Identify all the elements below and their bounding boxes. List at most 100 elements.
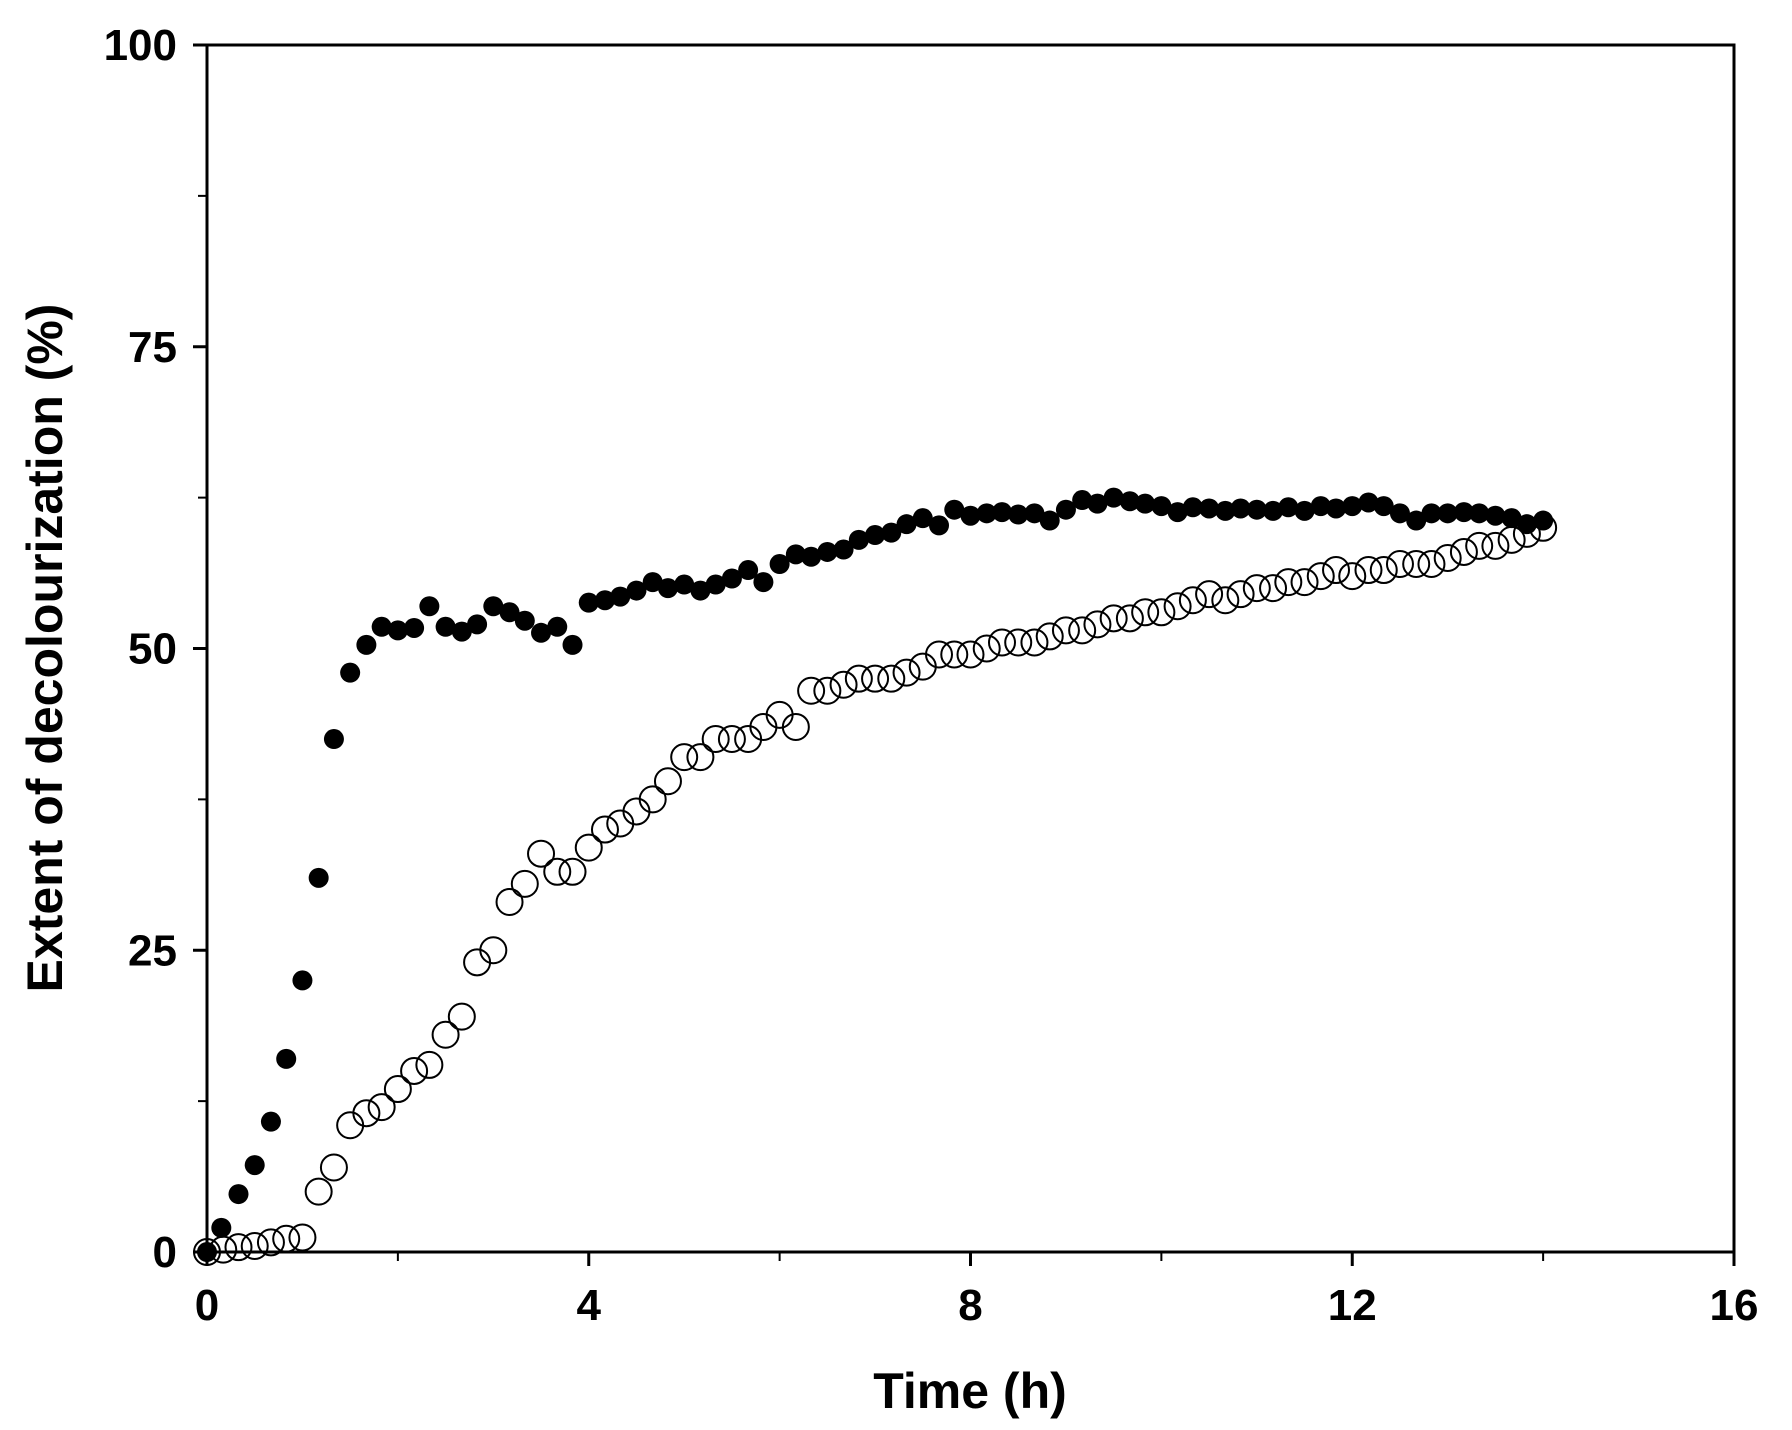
data-point-open xyxy=(1322,556,1351,585)
data-point-filled xyxy=(1342,496,1363,517)
data-point-filled xyxy=(865,525,886,546)
data-point-filled xyxy=(896,514,917,535)
data-point-open xyxy=(1259,574,1288,603)
data-point-open xyxy=(527,839,556,868)
data-point-filled xyxy=(578,592,599,613)
data-point-filled xyxy=(1437,503,1458,524)
data-point-open xyxy=(495,887,524,916)
data-point-filled xyxy=(991,502,1012,523)
data-point-filled xyxy=(340,662,361,683)
data-point-filled xyxy=(785,544,806,565)
data-point-filled xyxy=(292,970,313,991)
data-point-filled xyxy=(228,1184,249,1205)
plot-frame xyxy=(205,43,1736,1254)
data-point-open xyxy=(1449,537,1478,566)
data-point-filled xyxy=(211,1217,232,1238)
data-point-open xyxy=(1068,616,1097,645)
data-point-open xyxy=(1402,550,1431,579)
data-point-open xyxy=(590,815,619,844)
data-point-filled xyxy=(657,578,678,599)
x-tick-label: 0 xyxy=(195,1281,219,1330)
data-point-filled xyxy=(404,617,425,638)
data-point-filled xyxy=(1501,508,1522,529)
data-point-filled xyxy=(435,616,456,637)
data-point-open xyxy=(638,785,667,814)
data-point-open xyxy=(256,1228,285,1257)
data-point-filled xyxy=(1087,493,1108,514)
data-point-filled xyxy=(1453,502,1474,523)
data-point-filled xyxy=(1310,496,1331,517)
data-point-filled xyxy=(1263,500,1284,521)
data-point-filled xyxy=(562,634,583,655)
y-tick-label: 0 xyxy=(153,1228,177,1277)
data-point-open xyxy=(431,1020,460,1049)
data-point-open xyxy=(813,676,842,705)
data-point-open xyxy=(543,857,572,886)
data-point-filled xyxy=(642,572,663,593)
data-point-filled xyxy=(308,867,329,888)
x-tick-label: 8 xyxy=(958,1281,982,1330)
data-point-open xyxy=(797,676,826,705)
data-point-open xyxy=(1338,562,1367,591)
data-point-open xyxy=(606,809,635,838)
data-point-open xyxy=(670,743,699,772)
x-tick-label: 16 xyxy=(1710,1281,1759,1330)
data-point-filled xyxy=(197,1242,217,1262)
data-point-filled xyxy=(1215,500,1236,521)
data-point-open xyxy=(240,1231,269,1260)
data-point-filled xyxy=(260,1111,281,1132)
data-point-filled xyxy=(1294,500,1315,521)
data-point-open xyxy=(1211,586,1240,615)
data-point-open xyxy=(1163,592,1192,621)
y-tick-label: 25 xyxy=(128,926,177,975)
data-point-open xyxy=(1178,586,1207,615)
data-point-open xyxy=(1051,616,1080,645)
y-tick-label: 50 xyxy=(128,625,177,674)
data-point-filled xyxy=(531,622,552,643)
data-point-filled xyxy=(1230,498,1251,519)
data-point-open xyxy=(1020,628,1049,657)
data-point-open xyxy=(1481,531,1510,560)
data-point-open xyxy=(510,869,539,898)
data-point-open xyxy=(1354,556,1383,585)
data-point-filled xyxy=(769,554,790,575)
data-point-open xyxy=(193,1238,221,1266)
data-point-open xyxy=(925,640,954,669)
data-point-filled xyxy=(674,574,695,595)
data-point-filled xyxy=(371,616,392,637)
data-point-filled xyxy=(594,590,615,611)
data-point-filled xyxy=(1516,514,1537,535)
data-point-filled xyxy=(1024,503,1045,524)
data-point-filled xyxy=(276,1048,297,1069)
data-point-open xyxy=(1004,628,1033,657)
data-point-filled xyxy=(690,580,711,601)
data-point-open xyxy=(288,1223,317,1252)
data-point-filled xyxy=(848,529,869,550)
data-point-open xyxy=(940,640,969,669)
data-point-open xyxy=(956,640,985,669)
data-point-filled xyxy=(514,610,535,631)
data-point-filled xyxy=(1199,498,1220,519)
data-point-open xyxy=(1147,598,1176,627)
data-point-open xyxy=(892,658,921,687)
data-point-open xyxy=(415,1050,444,1079)
data-point-filled xyxy=(1103,487,1124,508)
data-point-filled xyxy=(1135,493,1156,514)
data-point-filled xyxy=(1358,492,1379,513)
data-point-filled xyxy=(1151,496,1172,517)
data-point-open xyxy=(558,857,587,886)
data-point-filled xyxy=(753,572,774,593)
data-point-filled xyxy=(1119,491,1140,512)
data-point-open xyxy=(1131,598,1160,627)
data-point-filled xyxy=(929,515,950,536)
data-point-filled xyxy=(881,522,902,543)
data-point-filled xyxy=(817,541,838,562)
data-point-open xyxy=(574,833,603,862)
data-point-open xyxy=(829,670,858,699)
data-point-filled xyxy=(1389,503,1410,524)
data-point-filled xyxy=(1373,496,1394,517)
data-point-open xyxy=(1226,580,1255,609)
data-point-open xyxy=(701,725,730,754)
x-axis-label: Time (h) xyxy=(873,1363,1067,1419)
data-point-filled xyxy=(610,586,631,607)
